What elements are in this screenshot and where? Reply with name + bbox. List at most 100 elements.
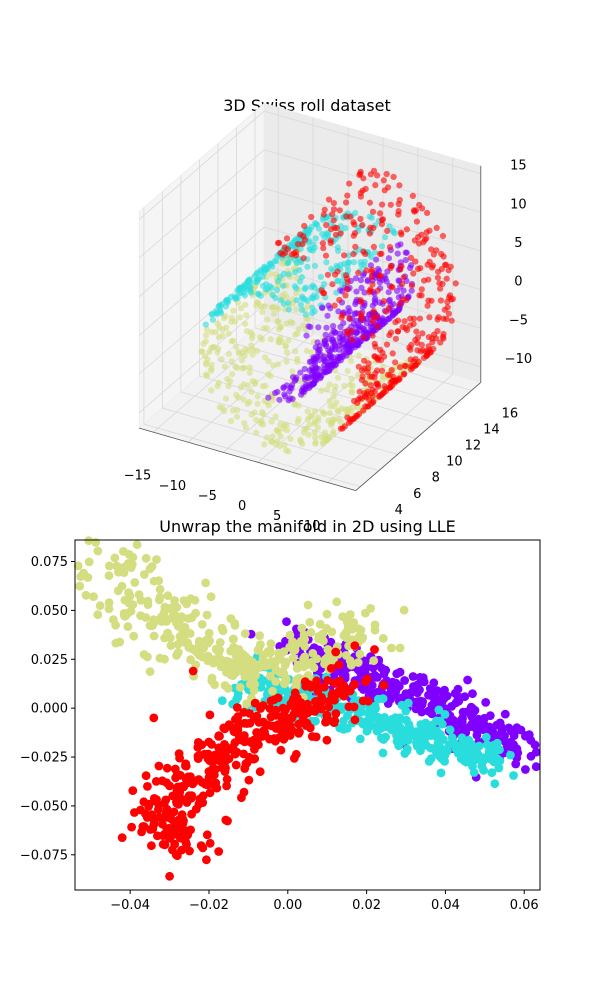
lle-point-cyan — [479, 756, 488, 765]
roll-point-khaki — [254, 400, 261, 407]
lle-point-khaki — [203, 638, 213, 648]
lle-point-khaki — [130, 578, 140, 587]
roll-point-khaki — [287, 435, 294, 442]
lle-point-red — [294, 719, 304, 729]
roll-point-khaki — [321, 410, 328, 417]
roll-point-khaki — [260, 325, 267, 332]
roll-point-khaki — [201, 353, 208, 360]
lle-point-khaki — [250, 679, 260, 689]
roll-point-khaki — [291, 401, 298, 408]
roll-point-cyan — [272, 294, 279, 302]
lle-point-red — [186, 772, 195, 781]
roll-point-red — [411, 237, 418, 244]
lle-point-cyan — [487, 768, 497, 777]
lle-point-red — [186, 793, 196, 803]
lle-point-cyan — [432, 747, 441, 756]
lle-point-khaki — [229, 658, 239, 668]
roll-point-red — [367, 382, 374, 389]
x-tick-label: 10 — [304, 519, 321, 534]
lle-point-cyan — [439, 745, 449, 755]
y-tick-label: −0.050 — [20, 799, 68, 814]
roll-point-red — [346, 315, 353, 322]
roll-point-khaki — [262, 354, 269, 361]
roll-point-khaki — [282, 343, 289, 350]
roll-point-khaki — [284, 427, 291, 434]
lle-point-red — [162, 763, 172, 773]
lle-point-khaki — [123, 622, 133, 631]
roll-point-khaki — [292, 331, 299, 338]
lle-point-khaki — [232, 645, 242, 655]
roll-point-khaki — [237, 384, 245, 391]
roll-point-khaki — [254, 393, 261, 400]
roll-point-red — [344, 279, 351, 286]
roll-point-khaki — [355, 352, 362, 359]
roll-point-red — [337, 230, 344, 237]
roll-point-khaki — [233, 391, 240, 399]
roll-point-purple — [352, 275, 359, 282]
lle-point-red — [165, 871, 175, 881]
roll-point-red — [322, 252, 330, 259]
roll-point-red — [379, 367, 386, 374]
lle-point-red — [212, 783, 222, 793]
roll-point-khaki — [208, 329, 215, 336]
roll-point-cyan — [378, 243, 386, 250]
lle-point-red — [350, 715, 360, 725]
roll-point-red — [343, 199, 350, 206]
lle-point-khaki — [344, 641, 353, 651]
lle-point-khaki — [370, 625, 380, 635]
lle-point-khaki — [259, 651, 268, 660]
roll-point-khaki — [354, 371, 362, 378]
lle-point-red — [233, 715, 242, 725]
lle-point-khaki — [197, 620, 207, 629]
roll-point-cyan — [297, 245, 304, 252]
lle-point-khaki — [305, 617, 315, 627]
roll-point-red — [399, 296, 407, 303]
roll-point-purple — [312, 344, 319, 351]
roll-point-red — [363, 267, 370, 274]
lle-point-red — [244, 775, 254, 785]
lle-point-khaki — [229, 634, 238, 644]
lle-point-cyan — [369, 706, 379, 716]
lle-point-khaki — [306, 628, 316, 637]
lle-point-khaki — [147, 562, 157, 571]
y-tick-label: 14 — [483, 423, 500, 438]
roll-point-purple — [357, 277, 364, 284]
lle-point-red — [259, 725, 269, 735]
roll-point-red — [441, 306, 448, 313]
roll-point-purple — [359, 304, 366, 311]
roll-point-red — [403, 226, 410, 233]
roll-point-khaki — [349, 382, 356, 390]
lle-point-khaki — [191, 608, 201, 618]
roll-point-red — [362, 403, 369, 410]
roll-point-red — [330, 217, 337, 224]
lle-point-khaki — [145, 621, 155, 630]
roll-point-khaki — [271, 310, 278, 317]
lle-point-khaki — [260, 661, 270, 671]
lle-point-khaki — [132, 540, 142, 550]
roll-point-khaki — [206, 348, 213, 356]
lle-point-red — [303, 708, 312, 718]
lle-point-purple — [400, 676, 409, 685]
roll-point-red — [274, 240, 282, 247]
roll-point-purple — [330, 354, 337, 361]
roll-point-red — [300, 255, 307, 262]
lle-point-khaki — [104, 571, 114, 581]
lle-point-khaki — [353, 658, 363, 667]
lle-point-khaki — [89, 592, 98, 601]
lle-point-red — [128, 786, 138, 795]
lle-point-red — [177, 810, 187, 820]
lle-point-purple — [531, 747, 541, 757]
roll-point-cyan — [293, 285, 300, 292]
roll-point-red — [371, 340, 378, 347]
lle-point-red — [138, 822, 148, 831]
roll-point-cyan — [317, 273, 324, 280]
roll-point-red — [319, 240, 326, 247]
roll-point-cyan — [301, 286, 308, 293]
roll-point-red — [369, 208, 377, 215]
roll-point-red — [370, 308, 377, 315]
lle-point-red — [141, 771, 151, 781]
lle-point-khaki — [255, 631, 264, 640]
lle-point-khaki — [378, 634, 388, 643]
lle-point-cyan — [440, 710, 450, 719]
roll-point-red — [408, 282, 415, 289]
